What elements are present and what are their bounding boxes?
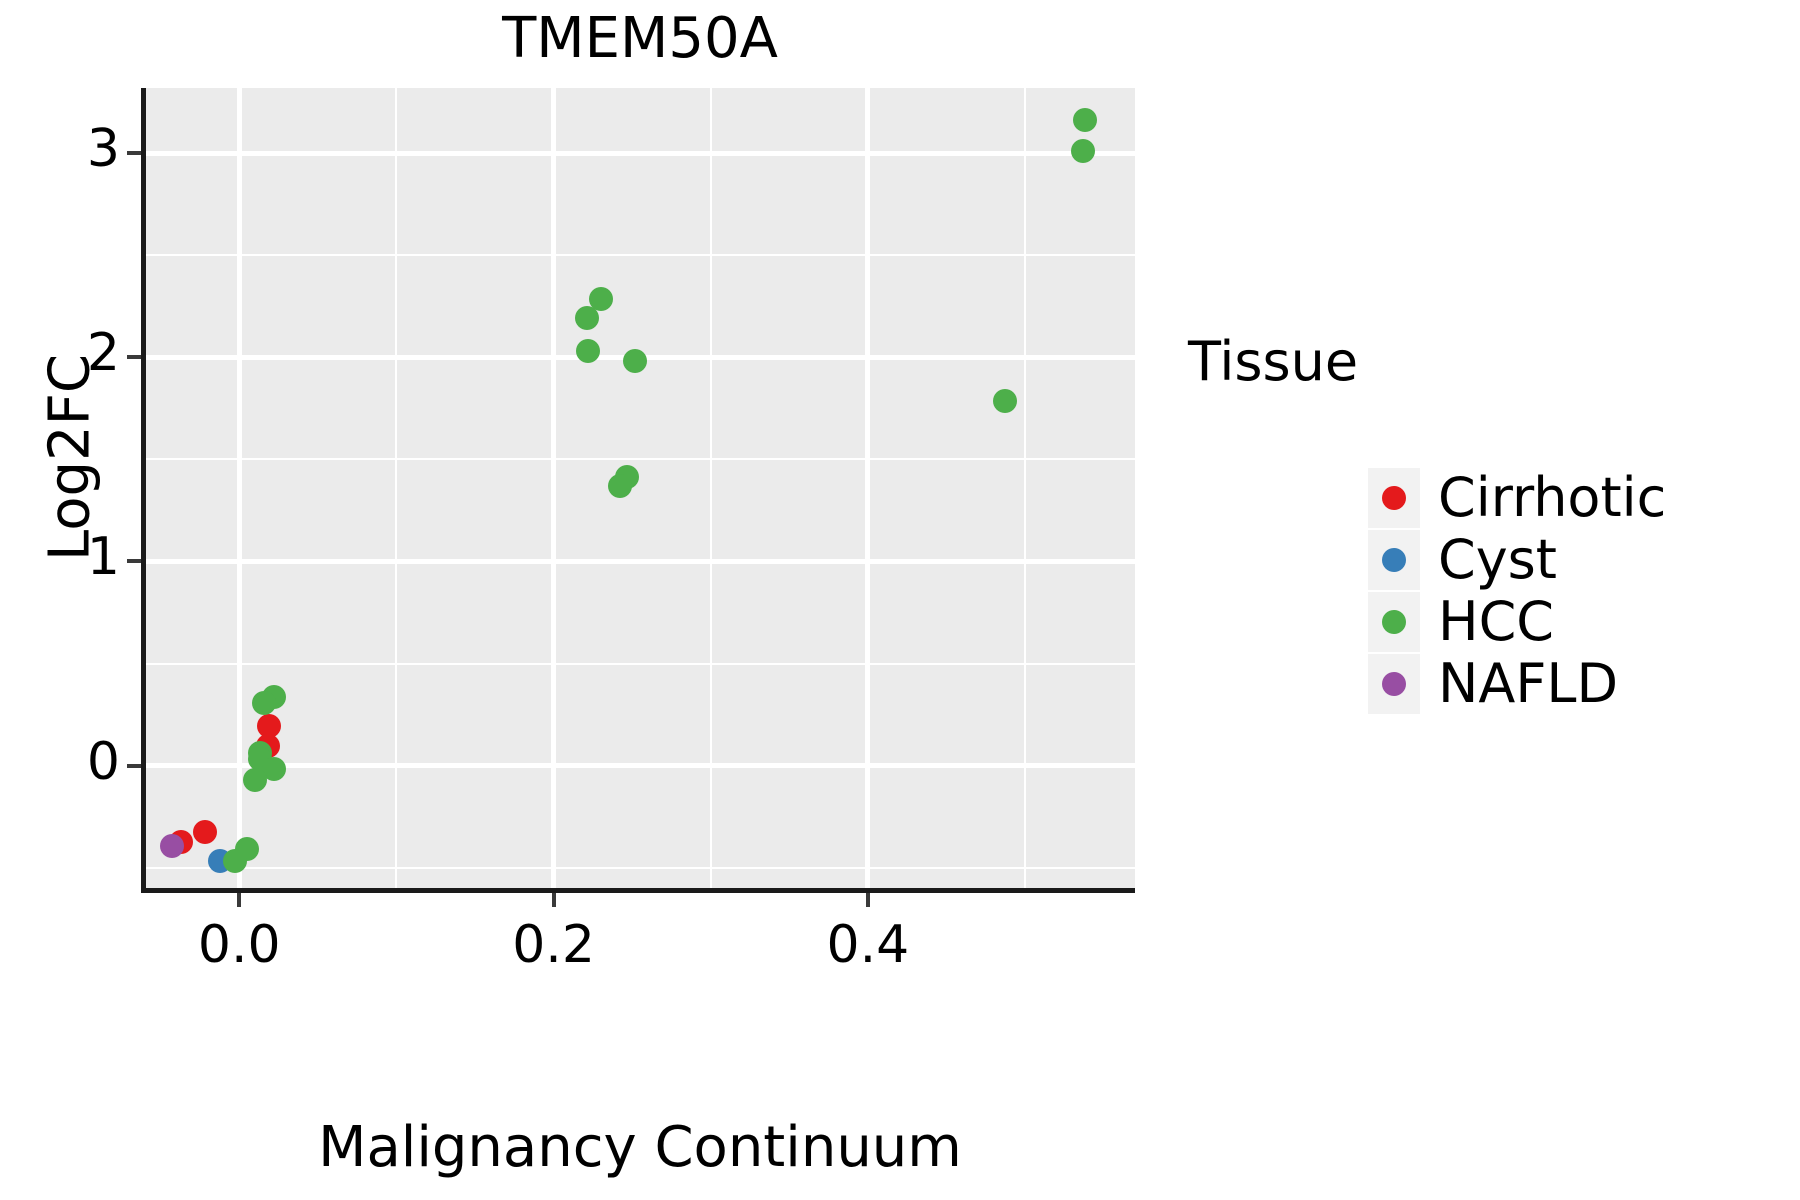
legend-key-nafld[interactable]: [1368, 654, 1420, 714]
gridline-minor-horizontal: [145, 458, 1135, 461]
gridline-minor-horizontal: [145, 866, 1135, 869]
y-tick-label: 1: [86, 527, 120, 588]
gridline-major-vertical: [236, 88, 242, 888]
legend-label-cirrhotic: Cirrhotic: [1438, 466, 1667, 529]
legend-marker-icon: [1382, 548, 1406, 572]
legend-marker-icon: [1382, 610, 1406, 634]
x-tick-label: 0.4: [826, 915, 910, 975]
page-title: TMEM50A: [502, 6, 778, 71]
y-tick-mark: [127, 355, 141, 360]
plot-panel: [145, 88, 1135, 888]
gridline-major-horizontal: [145, 763, 1135, 769]
scatter-point-hcc: [252, 691, 277, 716]
legend-label-cyst: Cyst: [1438, 528, 1557, 591]
scatter-point-hcc: [243, 767, 267, 792]
y-tick-label: 3: [86, 119, 120, 180]
legend-key-cirrhotic[interactable]: [1368, 468, 1420, 528]
x-tick-mark: [237, 893, 242, 907]
gridline-minor-vertical: [395, 88, 398, 888]
gridline-major-vertical: [551, 88, 557, 888]
x-tick-label: 0.0: [197, 915, 281, 975]
y-tick-label: 0: [86, 731, 120, 792]
y-tick-label: 2: [86, 323, 120, 384]
x-tick-label: 0.2: [512, 915, 595, 975]
legend-title: Tissue: [1188, 330, 1359, 393]
y-tick-mark: [127, 151, 141, 156]
y-tick-mark: [127, 763, 141, 768]
legend-marker-icon: [1382, 672, 1406, 696]
scatter-point-hcc: [1071, 139, 1096, 164]
gridline-minor-horizontal: [145, 254, 1135, 257]
gridline-minor-vertical: [1024, 88, 1026, 888]
scatter-point-hcc: [607, 473, 632, 498]
x-tick-mark: [551, 893, 556, 907]
scatter-point-cirrhotic: [192, 819, 217, 844]
scatter-point-cirrhotic: [257, 713, 282, 738]
legend-key-cyst[interactable]: [1368, 530, 1420, 590]
gridline-major-horizontal: [145, 150, 1135, 156]
scatter-point-hcc: [1072, 107, 1097, 132]
legend-label-nafld: NAFLD: [1438, 652, 1619, 715]
gridline-minor-vertical: [709, 88, 712, 888]
x-axis-title: Malignancy Continuum: [318, 1115, 962, 1180]
scatter-point-hcc: [574, 305, 599, 330]
y-axis-title: Log2FC: [37, 354, 103, 561]
scatter-point-hcc: [576, 339, 601, 364]
scatter-point-nafld: [159, 834, 184, 859]
gridline-major-vertical: [865, 88, 871, 888]
scatter-point-hcc: [222, 849, 247, 874]
scatter-point-hcc: [992, 389, 1017, 414]
gridline-major-horizontal: [145, 558, 1135, 564]
gridline-minor-horizontal: [145, 662, 1135, 665]
scatter-point-hcc: [623, 349, 648, 374]
legend-label-hcc: HCC: [1438, 590, 1555, 653]
x-tick-mark: [865, 893, 870, 907]
x-axis-line: [141, 888, 1135, 893]
y-tick-mark: [127, 559, 141, 564]
y-axis-line: [141, 88, 146, 888]
legend-marker-icon: [1382, 486, 1406, 510]
legend-key-hcc[interactable]: [1368, 592, 1420, 652]
